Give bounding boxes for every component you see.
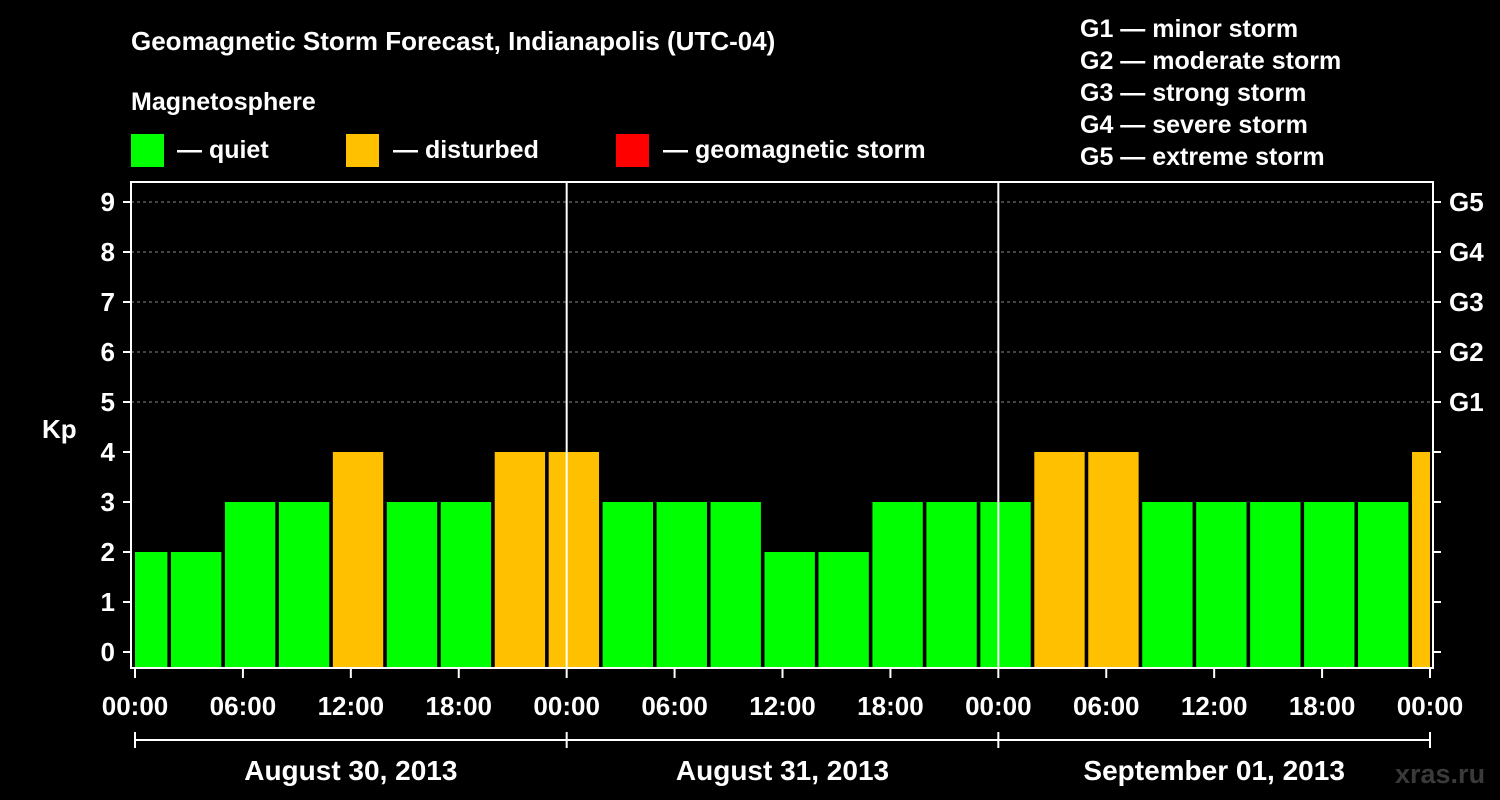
bar-10 <box>656 502 707 667</box>
bar-19 <box>1142 502 1193 667</box>
storm-level-label-g4: G4 <box>1449 237 1484 267</box>
bar-12 <box>764 552 815 667</box>
legend-title: Magnetosphere <box>131 88 316 116</box>
bar-2 <box>224 502 276 667</box>
bar-8 <box>548 452 600 667</box>
x-tick-label-11: 18:00 <box>1289 691 1356 721</box>
bar-0 <box>135 552 168 667</box>
x-tick-label-5: 06:00 <box>641 691 708 721</box>
storm-scale-g5: G5 — extreme storm <box>1080 143 1325 171</box>
storm-level-label-g1: G1 <box>1449 387 1484 417</box>
x-tick-label-4: 00:00 <box>533 691 600 721</box>
bar-14 <box>872 502 923 667</box>
storm-level-label-g5: G5 <box>1449 187 1484 217</box>
y-tick-label-2: 2 <box>101 537 115 567</box>
legend-swatch-quiet <box>131 134 164 167</box>
day-label-0: August 30, 2013 <box>244 755 457 786</box>
bar-1 <box>170 552 222 667</box>
y-tick-label-7: 7 <box>101 287 115 317</box>
bar-18 <box>1088 452 1139 667</box>
x-tick-label-7: 18:00 <box>857 691 924 721</box>
x-tick-label-2: 12:00 <box>318 691 385 721</box>
x-tick-label-1: 06:00 <box>210 691 277 721</box>
x-tick-label-6: 12:00 <box>749 691 816 721</box>
day-label-2: September 01, 2013 <box>1083 755 1345 786</box>
plot-area: 0 1 2 3 4 5 6 7 8 9 G1 G2 G3 G4 G5 00:00 06:00 12:00 18:00… <box>101 181 1484 786</box>
watermark: xras.ru <box>1395 759 1485 789</box>
storm-scale-g1: G1 — minor storm <box>1080 15 1298 43</box>
x-tick-label-8: 00:00 <box>965 691 1032 721</box>
legend-label-quiet: — quiet <box>177 136 269 164</box>
bar-11 <box>710 502 761 667</box>
legend-swatch-disturbed <box>346 134 379 167</box>
storm-scale-list: G1 — minor storm G2 — moderate storm G3 … <box>1080 15 1341 171</box>
chart-header: Geomagnetic Storm Forecast, Indianapolis… <box>131 15 1341 171</box>
y-tick-label-3: 3 <box>101 487 115 517</box>
bar-5 <box>386 502 438 667</box>
bar-6 <box>440 502 492 667</box>
storm-scale-g2: G2 — moderate storm <box>1080 47 1341 75</box>
x-tick-label-10: 12:00 <box>1181 691 1248 721</box>
chart-title: Geomagnetic Storm Forecast, Indianapolis… <box>131 26 775 56</box>
y-axis-label: Kp <box>42 414 77 444</box>
x-tick-label-12: 00:00 <box>1397 691 1464 721</box>
bar-13 <box>818 552 869 667</box>
storm-level-label-g3: G3 <box>1449 287 1484 317</box>
bar-4 <box>332 452 384 667</box>
legend-swatch-storm <box>616 134 649 167</box>
y-tick-label-4: 4 <box>101 437 116 467</box>
bar-7 <box>494 452 546 667</box>
storm-scale-g3: G3 — strong storm <box>1080 79 1306 107</box>
bar-3 <box>278 502 330 667</box>
x-tick-label-3: 18:00 <box>426 691 493 721</box>
bar-17 <box>1034 452 1085 667</box>
bar-16 <box>980 502 1031 667</box>
bar-21 <box>1250 502 1301 667</box>
storm-level-label-g2: G2 <box>1449 337 1484 367</box>
y-tick-label-0: 0 <box>101 637 115 667</box>
x-tick-label-0: 00:00 <box>102 691 169 721</box>
bar-9 <box>602 502 653 667</box>
y-tick-label-1: 1 <box>101 587 115 617</box>
day-label-1: August 31, 2013 <box>676 755 889 786</box>
bar-15 <box>926 502 977 667</box>
y-tick-label-8: 8 <box>101 237 115 267</box>
y-tick-label-9: 9 <box>101 187 115 217</box>
bar-23 <box>1358 502 1409 667</box>
bar-22 <box>1304 502 1355 667</box>
x-tick-label-9: 06:00 <box>1073 691 1140 721</box>
legend-label-disturbed: — disturbed <box>393 136 539 164</box>
bar-20 <box>1196 502 1247 667</box>
y-tick-label-5: 5 <box>101 387 115 417</box>
storm-scale-g4: G4 — severe storm <box>1080 111 1308 139</box>
bar-24 <box>1412 452 1430 667</box>
y-tick-label-6: 6 <box>101 337 115 367</box>
legend-label-storm: — geomagnetic storm <box>663 136 926 164</box>
